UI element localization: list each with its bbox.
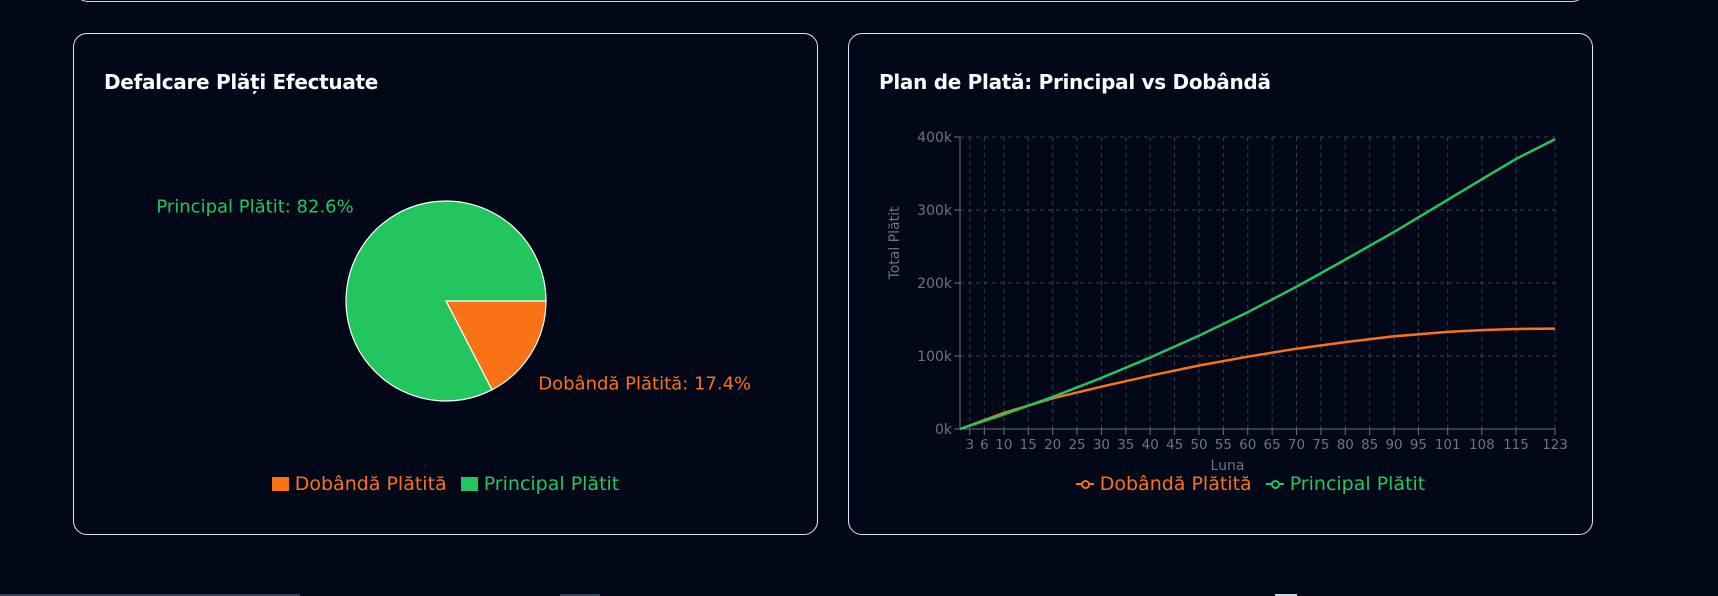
y-tick-label: 300k bbox=[917, 203, 953, 219]
legend-label-principal: Principal Plătit bbox=[483, 473, 620, 495]
legend-swatch-interest bbox=[271, 477, 289, 491]
y-tick-label: 200k bbox=[917, 276, 953, 292]
x-tick-label: 95 bbox=[1410, 437, 1427, 453]
x-tick-label: 20 bbox=[1044, 437, 1061, 453]
pie-slice-principal[interactable] bbox=[345, 200, 547, 402]
x-tick-label: 35 bbox=[1117, 437, 1134, 453]
legend-item-principal[interactable]: Principal Plătit bbox=[460, 473, 620, 495]
pie-chart: Dobândă Plătită: 17.4% Principal Plătit: … bbox=[156, 197, 751, 402]
x-tick-label: 123 bbox=[1542, 437, 1568, 453]
line-chart: 0k 100k 200k 300k 400k 3 6 10 15 20 25 30 35 40 45 50 55… bbox=[887, 130, 1568, 474]
x-tick-label: 6 bbox=[980, 437, 989, 453]
top-panel-edge bbox=[74, 0, 1586, 2]
pie-label-principal: Principal Plătit: 82.6% bbox=[156, 197, 353, 218]
x-tick-label: 108 bbox=[1469, 437, 1495, 453]
y-tick-label: 100k bbox=[917, 349, 953, 365]
bottom-stub bbox=[1275, 594, 1297, 596]
x-tick-label: 45 bbox=[1166, 437, 1183, 453]
line-legend: Dobândă Plătită Principal Plătit bbox=[849, 473, 1592, 495]
x-tick-label: 75 bbox=[1312, 437, 1329, 453]
x-tick-label: 90 bbox=[1385, 437, 1402, 453]
series-line-principal[interactable] bbox=[959, 138, 1556, 431]
payments-breakdown-card: Defalcare Plăți Efectuate Dobândă Plătit… bbox=[73, 33, 818, 535]
legend-label-interest: Dobândă Plătită bbox=[294, 473, 447, 495]
line-legend-label-principal: Principal Plătit bbox=[1289, 473, 1426, 495]
y-tick-label: 400k bbox=[917, 130, 953, 146]
y-axis-label: Total Plătit bbox=[887, 206, 903, 280]
line-legend-icon-interest bbox=[1075, 477, 1094, 491]
x-tick-label: 40 bbox=[1142, 437, 1159, 453]
x-axis-label: Luna bbox=[1211, 458, 1245, 474]
x-tick-label: 55 bbox=[1215, 437, 1232, 453]
bottom-edge bbox=[0, 593, 1718, 596]
bottom-stub bbox=[0, 594, 300, 596]
x-tick-label: 15 bbox=[1020, 437, 1037, 453]
line-legend-label-interest: Dobândă Plătită bbox=[1099, 473, 1252, 495]
x-tick-label: 115 bbox=[1503, 437, 1529, 453]
x-tick-label: 50 bbox=[1190, 437, 1207, 453]
line-legend-icon-principal bbox=[1265, 477, 1284, 491]
pie-card-title: Defalcare Plăți Efectuate bbox=[104, 70, 379, 94]
legend-item-interest[interactable]: Dobândă Plătită bbox=[271, 473, 447, 495]
payment-schedule-card: Plan de Plată: Principal vs Dobândă 0k 10… bbox=[848, 33, 1593, 535]
pie-label-interest: Dobândă Plătită: 17.4% bbox=[538, 373, 751, 394]
x-tick-label: 80 bbox=[1337, 437, 1354, 453]
x-tick-label: 3 bbox=[965, 437, 974, 453]
pie-slice-interest[interactable] bbox=[445, 300, 547, 391]
line-legend-item-principal[interactable]: Principal Plătit bbox=[1265, 473, 1426, 495]
x-tick-label: 25 bbox=[1068, 437, 1085, 453]
legend-swatch-principal bbox=[460, 477, 478, 491]
bottom-stub bbox=[560, 594, 600, 596]
x-tick-label: 70 bbox=[1288, 437, 1305, 453]
line-legend-item-interest[interactable]: Dobândă Plătită bbox=[1075, 473, 1252, 495]
x-tick-label: 85 bbox=[1361, 437, 1378, 453]
x-tick-label: 101 bbox=[1435, 437, 1461, 453]
series-line-interest[interactable] bbox=[959, 327, 1556, 431]
x-tick-label: 30 bbox=[1093, 437, 1110, 453]
line-card-title: Plan de Plată: Principal vs Dobândă bbox=[879, 70, 1271, 94]
x-tick-label: 10 bbox=[995, 437, 1012, 453]
x-tick-label: 60 bbox=[1239, 437, 1256, 453]
pie-legend: Dobândă Plătită Principal Plătit bbox=[74, 473, 817, 495]
y-tick-label: 0k bbox=[935, 422, 953, 438]
x-tick-label: 65 bbox=[1264, 437, 1281, 453]
